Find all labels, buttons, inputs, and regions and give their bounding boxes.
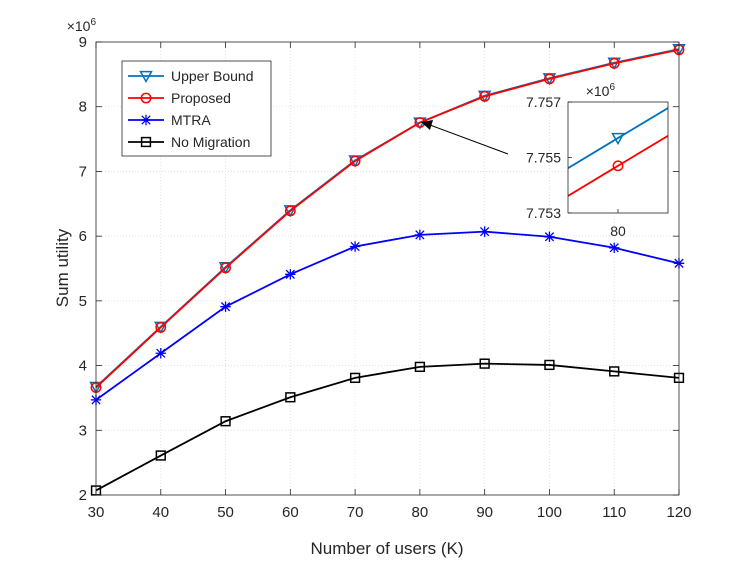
inset-series — [568, 106, 668, 197]
inset-plot — [568, 106, 668, 197]
inset-point-proposed — [612, 160, 624, 172]
inset-y-tick-label: 7.757 — [526, 94, 561, 110]
data-point-mtra — [285, 269, 296, 280]
data-point-no-migration — [155, 450, 166, 461]
legend-label-upper-bound: Upper Bound — [171, 68, 254, 84]
x-tick-label: 120 — [666, 504, 691, 521]
legend-label-mtra: MTRA — [171, 112, 211, 128]
data-point-mtra — [220, 301, 231, 312]
series-line-mtra — [95, 230, 680, 401]
legend-label-no-migration: No Migration — [171, 134, 250, 150]
inset-y-tick-label: 7.755 — [526, 150, 561, 166]
data-point-proposed — [220, 262, 231, 274]
y-tick-label: 9 — [79, 34, 87, 51]
series-line-no-migration — [95, 362, 680, 492]
y-tick-label: 4 — [79, 358, 87, 375]
plot-frame — [95, 41, 680, 496]
inset-line-proposed — [568, 134, 668, 197]
zoom-arrow-line — [429, 124, 509, 155]
x-tick-label: 110 — [602, 504, 626, 521]
legend-marker-no-migration — [140, 136, 152, 148]
x-tick-label: 50 — [217, 504, 234, 521]
series-layer — [89, 43, 686, 496]
data-point-no-migration — [349, 372, 361, 384]
y-multiplier: ×106 — [67, 17, 97, 34]
data-point-no-migration — [609, 366, 620, 377]
zoom-arrow-head — [421, 120, 433, 130]
ticks: 30 40 50 60 70 80 90 100 110 120 2 3 4 5 6 7 8 9 — [79, 34, 692, 521]
x-tick-label: 30 — [88, 504, 105, 521]
data-point-mtra — [608, 242, 620, 254]
inset-area — [568, 102, 668, 213]
data-point-proposed — [349, 155, 361, 167]
data-point-proposed — [544, 73, 555, 85]
data-point-no-migration — [414, 361, 426, 373]
y-tick-label: 8 — [79, 99, 87, 116]
legend-marker-upper-bound — [139, 70, 153, 84]
inset-y-tick-label: 7.753 — [526, 205, 561, 221]
x-tick-label: 40 — [152, 504, 169, 521]
y-axis-label: Sum utility — [53, 228, 72, 307]
data-point-proposed — [608, 57, 620, 69]
y-tick-label: 6 — [79, 228, 87, 245]
inset-y-multiplier: ×106 — [586, 82, 616, 99]
inset-zoom: 7.753 7.755 7.757 80 ×106 — [526, 82, 669, 239]
y-tick-label: 5 — [79, 293, 87, 310]
data-point-mtra — [155, 348, 167, 359]
data-point-mtra — [544, 231, 555, 243]
legend-marker-mtra — [140, 114, 152, 126]
y-tick-label: 3 — [79, 422, 87, 439]
series-mtra — [90, 226, 685, 406]
x-tick-label: 100 — [537, 504, 562, 521]
data-point-mtra — [414, 229, 426, 241]
data-point-no-migration — [220, 416, 231, 427]
y-tick-label: 2 — [79, 487, 87, 504]
data-point-no-migration — [479, 358, 490, 369]
legend-label-proposed: Proposed — [171, 90, 231, 106]
inset-line-upper-bound — [568, 106, 668, 170]
x-tick-label: 80 — [412, 504, 429, 521]
data-point-no-migration — [285, 392, 296, 403]
legend-marker-proposed — [140, 92, 152, 104]
x-axis-label: Number of users (K) — [310, 539, 463, 558]
data-point-proposed — [284, 205, 296, 217]
inset-point-upper-bound — [611, 132, 625, 146]
data-point-no-migration — [544, 359, 555, 371]
y-tick-label: 7 — [79, 163, 87, 180]
x-tick-label: 70 — [347, 504, 364, 521]
inset-ticks: 7.753 7.755 7.757 80 — [526, 94, 626, 239]
data-point-mtra — [479, 226, 490, 237]
data-point-proposed — [155, 321, 167, 333]
series-line-proposed — [95, 48, 680, 389]
zoom-arrow — [421, 120, 509, 155]
legend: Upper Bound Proposed MTRA No Migration — [121, 60, 272, 157]
data-point-proposed — [479, 90, 491, 102]
x-tick-label: 90 — [476, 504, 493, 521]
inset-x-tick-label: 80 — [610, 223, 626, 239]
data-point-mtra — [349, 241, 361, 252]
x-tick-label: 60 — [282, 504, 299, 521]
